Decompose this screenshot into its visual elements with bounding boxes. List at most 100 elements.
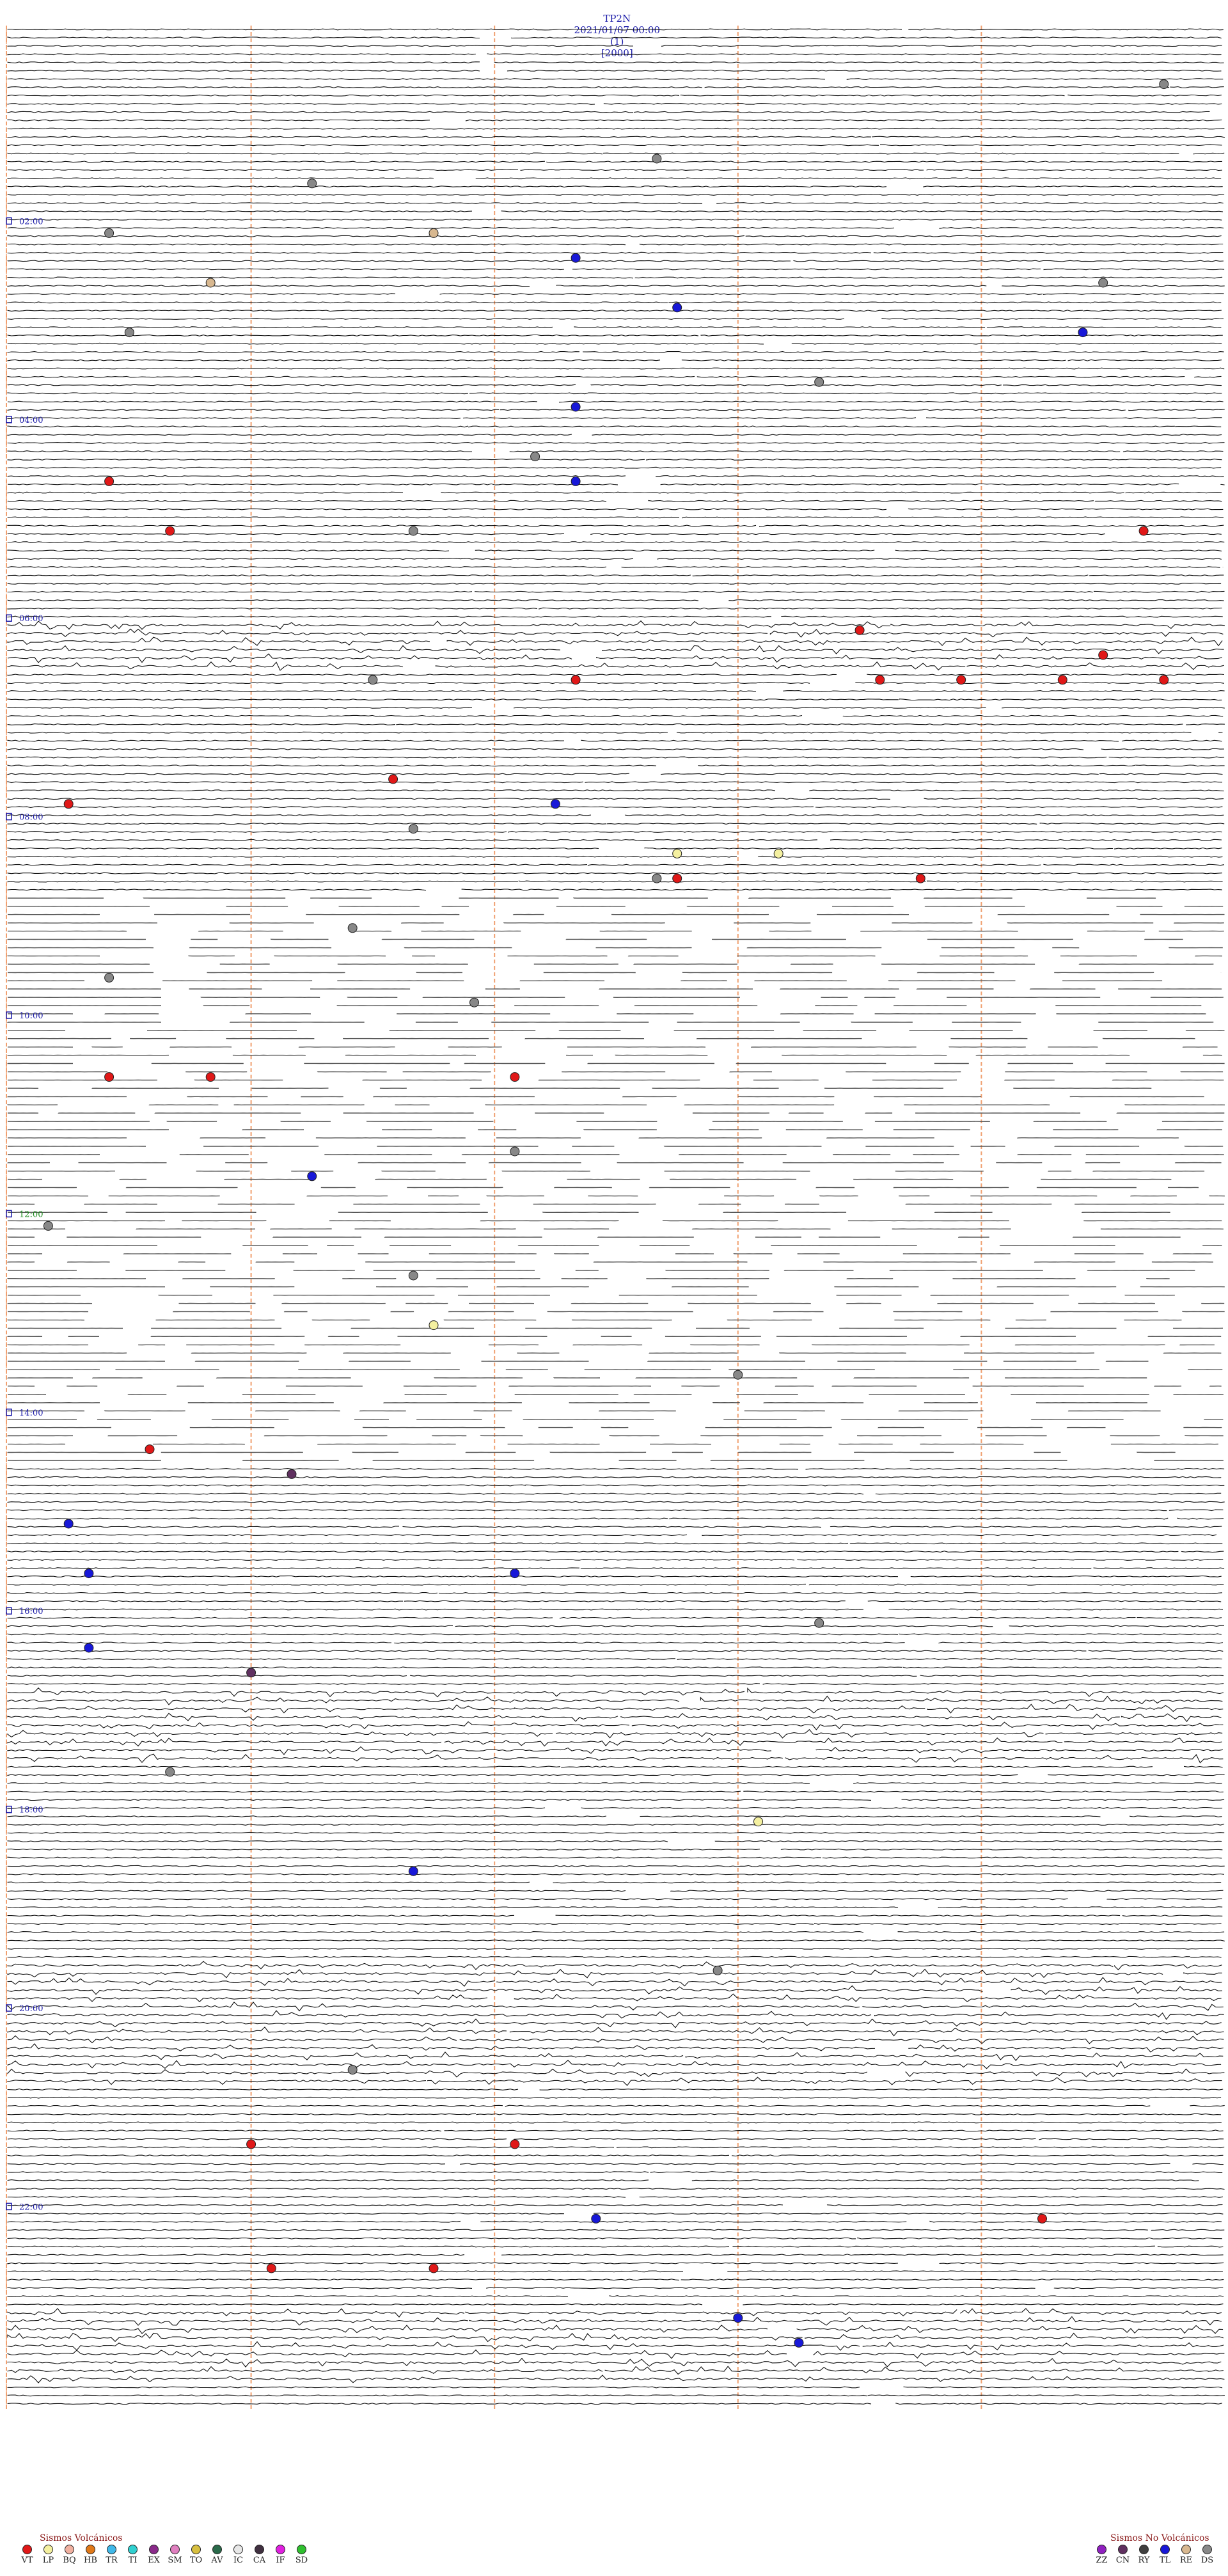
seismic-trace — [7, 566, 1224, 568]
time-bracket — [6, 1210, 12, 1218]
legend-nonvolcanic: ZZ CN RY TL RE DS — [1091, 2545, 1218, 2565]
legend-swatch — [1139, 2545, 1149, 2554]
seismic-trace — [7, 310, 1222, 312]
time-bracket — [6, 1805, 12, 1813]
seismic-trace — [7, 549, 1222, 552]
event-marker-ds — [408, 824, 418, 834]
station-code: TP2N — [603, 13, 631, 24]
seismic-trace — [7, 2035, 1224, 2044]
seismic-trace — [7, 830, 1222, 833]
event-marker-vt — [854, 625, 865, 635]
seismic-trace — [7, 789, 1224, 792]
legend-item-cn: CN — [1112, 2545, 1133, 2565]
seismic-trace — [7, 2043, 1224, 2053]
seismic-trace — [7, 94, 1222, 97]
legend-swatch — [43, 2545, 53, 2554]
legend-swatch — [1181, 2545, 1191, 2554]
seismic-trace — [7, 839, 1222, 841]
seismic-trace — [7, 210, 1224, 212]
event-marker-vt — [63, 799, 74, 809]
seismic-trace — [7, 2138, 1224, 2140]
seismic-trace — [7, 1526, 1222, 1528]
event-marker-vt — [1138, 526, 1149, 536]
seismic-trace — [7, 260, 1224, 262]
seismic-trace — [7, 1558, 1224, 1561]
seismic-trace — [7, 2010, 1224, 2020]
seismic-trace — [7, 111, 1210, 113]
seismic-trace — [7, 2163, 1224, 2165]
event-marker-vt — [915, 873, 925, 883]
seismic-trace — [7, 500, 1222, 502]
legend-code: TI — [128, 2556, 138, 2565]
legend-swatch — [1202, 2545, 1212, 2554]
seismic-trace — [7, 2237, 1222, 2240]
seismic-trace — [7, 2146, 1225, 2149]
seismic-trace — [7, 69, 1222, 72]
event-marker-tl — [1078, 328, 1088, 338]
legend-item-tl: TL — [1154, 2545, 1176, 2565]
legend-code: TL — [1159, 2556, 1171, 2565]
time-bracket — [6, 812, 12, 821]
seismic-trace — [7, 384, 1222, 386]
seismic-trace — [7, 317, 1224, 320]
time-bracket — [6, 217, 12, 225]
seismic-trace — [7, 169, 1223, 171]
event-marker-vt — [429, 2263, 439, 2273]
legend-code: RY — [1138, 2556, 1150, 2565]
seismic-trace — [7, 1923, 1222, 1925]
seismic-trace — [7, 53, 1222, 56]
time-bracket — [6, 1011, 12, 1019]
event-marker-ds — [307, 178, 317, 189]
seismic-trace — [7, 218, 1222, 221]
legend-code: RE — [1179, 2556, 1193, 2565]
legend-swatch — [149, 2545, 159, 2554]
seismic-trace — [7, 1583, 1224, 1586]
seismic-trace — [7, 36, 1222, 39]
seismic-trace — [7, 690, 1225, 692]
legend-item-ex: EX — [143, 2545, 164, 2565]
chart-title: TP2N 2021/01/07 00:00 (1) [2000] — [0, 1, 1228, 59]
seismic-trace — [7, 2179, 1199, 2181]
seismic-trace — [7, 864, 1225, 866]
legend-code: AV — [211, 2556, 223, 2565]
event-marker-ds — [43, 1221, 53, 1231]
event-marker-lp — [773, 848, 783, 858]
time-label: 16:00 — [19, 1607, 43, 1616]
event-marker-tl — [510, 1569, 520, 1579]
seismic-trace — [7, 1542, 1223, 1545]
legend-item-sm: SM — [164, 2545, 185, 2565]
seismic-trace — [7, 226, 1224, 229]
seismic-trace — [7, 2332, 1224, 2343]
time-label: 22:00 — [19, 2202, 43, 2212]
event-marker-ds — [1159, 79, 1169, 90]
event-marker-ds — [104, 972, 114, 983]
seismic-trace — [7, 2154, 1224, 2157]
seismic-trace — [7, 1703, 1224, 1714]
seismic-trace — [7, 1881, 1222, 1884]
seismic-trace — [7, 351, 1224, 353]
seismic-trace — [7, 1890, 1224, 1892]
seismic-trace — [7, 715, 1224, 717]
legend-swatch — [1160, 2545, 1170, 2554]
seismic-trace — [7, 645, 1224, 654]
seismic-trace — [7, 855, 1223, 858]
seismic-trace — [7, 798, 1224, 800]
seismic-trace — [7, 682, 1224, 684]
seismic-trace — [7, 1721, 1224, 1730]
seismic-trace — [7, 2105, 1225, 2107]
legend-item-bq: BQ — [59, 2545, 80, 2565]
event-marker-vt — [510, 2139, 520, 2149]
time-label: 18:00 — [19, 1806, 43, 1815]
seismic-trace — [7, 1766, 1223, 1768]
seismic-trace — [7, 508, 1224, 510]
legend-swatch — [22, 2545, 32, 2554]
event-marker-tl — [307, 1171, 317, 1181]
event-marker-ds — [408, 1270, 418, 1281]
legend-swatch — [255, 2545, 264, 2554]
seismic-trace — [7, 653, 1222, 663]
seismic-trace — [7, 144, 1222, 146]
seismic-trace — [7, 2220, 1222, 2223]
legend-item-sd: SD — [291, 2545, 312, 2565]
event-marker-cn — [287, 1469, 297, 1479]
